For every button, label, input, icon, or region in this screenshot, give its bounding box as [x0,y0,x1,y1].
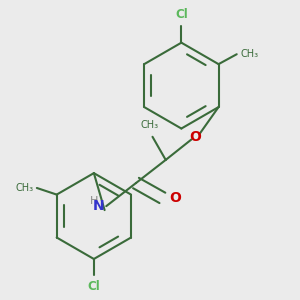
Text: O: O [169,191,181,205]
Text: N: N [93,199,105,213]
Text: CH₃: CH₃ [240,49,258,59]
Text: Cl: Cl [88,280,100,293]
Text: Cl: Cl [175,8,188,21]
Text: H: H [90,196,98,206]
Text: CH₃: CH₃ [140,120,158,130]
Text: O: O [190,130,201,144]
Text: CH₃: CH₃ [15,183,34,193]
